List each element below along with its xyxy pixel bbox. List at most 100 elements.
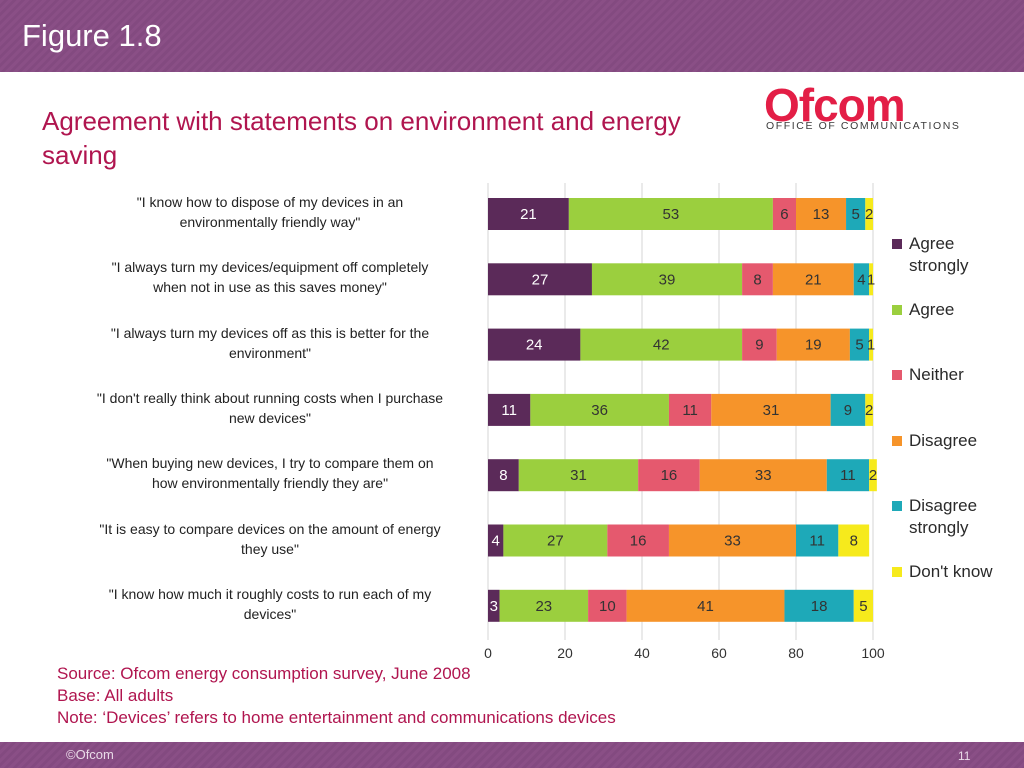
legend-swatch — [892, 305, 902, 315]
logo-wordmark: Ofcom — [764, 79, 906, 131]
bar-segment — [499, 589, 589, 622]
footnotes: Source: Ofcom energy consumption survey,… — [57, 663, 616, 729]
bar-segment — [580, 328, 743, 361]
bar-segment — [488, 263, 592, 296]
legend-label: Agree strongly — [909, 233, 1019, 277]
footer-bar: ©Ofcom 11 — [0, 742, 1024, 768]
bar-segment — [869, 328, 873, 361]
statement-line: "I always turn my devices off as this is… — [110, 324, 430, 341]
statement-label: "I know how much it roughly costs to run… — [60, 584, 480, 624]
bar-segment — [869, 459, 877, 492]
bar-segment — [503, 524, 608, 557]
legend-label: Don't know — [909, 561, 1019, 583]
statement-line: how environmentally friendly they are" — [151, 475, 389, 492]
data-label: 21 — [520, 206, 537, 223]
bar-segment — [853, 589, 873, 622]
figure-label: Figure 1.8 — [22, 18, 162, 53]
legend-label: Disagree strongly — [909, 495, 1019, 539]
data-label: 16 — [661, 467, 678, 484]
data-label: 2 — [865, 402, 873, 419]
data-label: 8 — [499, 467, 507, 484]
bar-segment — [784, 589, 854, 622]
bar-segment — [638, 459, 700, 492]
legend-label-line: Disagree — [909, 431, 978, 450]
bar-segment — [711, 393, 831, 426]
data-label: 31 — [570, 467, 587, 484]
x-tick-label: 100 — [861, 645, 885, 661]
legend-label-line: Agree — [909, 300, 955, 319]
statement-label: "I don't really think about running cost… — [60, 388, 480, 428]
statement-label: "When buying new devices, I try to compa… — [60, 453, 480, 493]
bar-segment — [865, 393, 873, 426]
logo-subtitle: OFFICE OF COMMUNICATIONS — [766, 120, 961, 132]
data-label: 10 — [599, 598, 616, 615]
data-label: 9 — [755, 337, 763, 354]
bar-segment — [796, 524, 839, 557]
data-label: 3 — [490, 598, 498, 615]
data-label: 13 — [813, 206, 830, 223]
source-note: Source: Ofcom energy consumption survey,… — [57, 664, 471, 683]
statement-label: "I always turn my devices/equipment off … — [60, 257, 480, 297]
statement-label: "I always turn my devices off as this is… — [60, 323, 480, 363]
bar-segment — [518, 459, 639, 492]
bar-segment — [742, 328, 777, 361]
statement-line: new devices" — [228, 409, 311, 426]
bar-segment — [668, 524, 796, 557]
statement-line: "It is easy to compare devices on the am… — [99, 520, 441, 537]
legend-label: Disagree — [909, 430, 1019, 452]
legend-swatch — [892, 567, 902, 577]
bar-segment — [772, 263, 854, 296]
bar-segment — [668, 393, 712, 426]
data-label: 24 — [526, 337, 543, 354]
page-number: 11 — [958, 749, 971, 763]
data-label: 16 — [630, 533, 647, 550]
legend-label-line: Neither — [909, 365, 964, 384]
statement-line: environment" — [228, 344, 311, 361]
statement-label: "I know how to dispose of my devices in … — [60, 192, 480, 232]
x-tick-label: 20 — [557, 645, 573, 661]
data-label: 53 — [663, 206, 680, 223]
data-label: 6 — [780, 206, 788, 223]
bar-segment — [826, 459, 870, 492]
data-label: 8 — [850, 533, 858, 550]
x-tick-label: 0 — [484, 645, 492, 661]
legend-label-line: Disagree — [909, 496, 978, 515]
data-label: 27 — [532, 271, 549, 288]
data-label: 42 — [653, 337, 670, 354]
data-label: 1 — [867, 337, 875, 354]
statement-line: environmentally friendly way" — [179, 214, 361, 230]
statement-label: "It is easy to compare devices on the am… — [60, 519, 480, 559]
bar-segment — [869, 263, 873, 296]
bar-segment — [488, 589, 500, 622]
statement-line: they use" — [241, 540, 299, 557]
slide-title: Agreement with statements on environment… — [42, 106, 681, 170]
legend-swatch — [892, 370, 902, 380]
bar-segment — [568, 198, 773, 230]
data-label: 39 — [659, 271, 676, 288]
statement-line: "When buying new devices, I try to compa… — [106, 455, 434, 472]
data-label: 11 — [501, 402, 517, 419]
x-tick-label: 80 — [788, 645, 804, 661]
legend-label-line: Don't know — [909, 562, 993, 581]
statement-line: "I know how much it roughly costs to run… — [108, 585, 432, 602]
data-label: 11 — [840, 467, 856, 484]
data-label: 11 — [682, 402, 698, 419]
bar-segment — [796, 198, 847, 230]
bar-segment — [742, 263, 773, 296]
x-tick-label: 40 — [634, 645, 650, 661]
data-label: 4 — [857, 271, 865, 288]
data-label: 18 — [811, 598, 828, 615]
copyright: ©Ofcom — [66, 747, 114, 762]
data-label: 5 — [855, 337, 863, 354]
data-label: 11 — [809, 533, 825, 550]
legend-swatch — [892, 436, 902, 446]
statement-line: devices" — [243, 605, 297, 622]
data-label: 36 — [591, 402, 608, 419]
legend-label-line: strongly — [909, 518, 969, 537]
bar-segment — [588, 589, 627, 622]
data-label: 2 — [869, 467, 877, 484]
bar-segment — [772, 198, 796, 230]
data-label: 33 — [755, 467, 772, 484]
data-label: 1 — [867, 271, 875, 288]
